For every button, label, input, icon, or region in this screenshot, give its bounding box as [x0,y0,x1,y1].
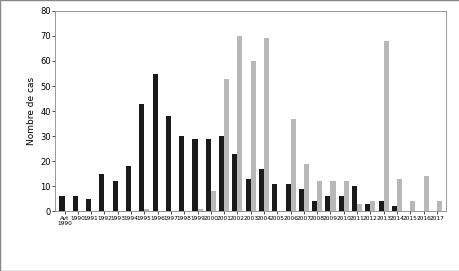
Bar [378,201,383,211]
Bar [272,184,277,211]
Bar [356,204,361,211]
Bar [197,209,202,211]
Bar [86,199,91,211]
Bar [343,181,348,211]
Y-axis label: Nombre de cas: Nombre de cas [27,77,36,145]
Bar [139,104,144,211]
Bar [99,174,104,211]
Bar [436,201,441,211]
Bar [232,154,237,211]
Bar [179,136,184,211]
Bar [166,116,171,211]
Bar [237,36,242,211]
Bar [205,139,210,211]
Bar [250,61,255,211]
Bar [152,73,157,211]
Bar [73,196,78,211]
Bar [245,179,250,211]
Bar [338,196,343,211]
Bar [126,166,131,211]
Bar [112,181,118,211]
Bar [383,41,388,211]
Bar [298,189,303,211]
Bar [144,209,149,211]
Bar [290,119,295,211]
Bar [369,201,375,211]
Bar [396,179,401,211]
Bar [224,79,229,211]
Bar [312,201,317,211]
Bar [258,169,263,211]
Bar [210,191,215,211]
Bar [325,196,330,211]
Bar [330,181,335,211]
Bar [409,201,414,211]
Bar [285,184,290,211]
Bar [351,186,356,211]
Bar [218,136,224,211]
Bar [391,207,396,211]
Bar [192,139,197,211]
Bar [59,196,64,211]
Bar [263,38,269,211]
Bar [423,176,428,211]
Bar [364,204,369,211]
Bar [317,181,322,211]
Bar [303,164,308,211]
